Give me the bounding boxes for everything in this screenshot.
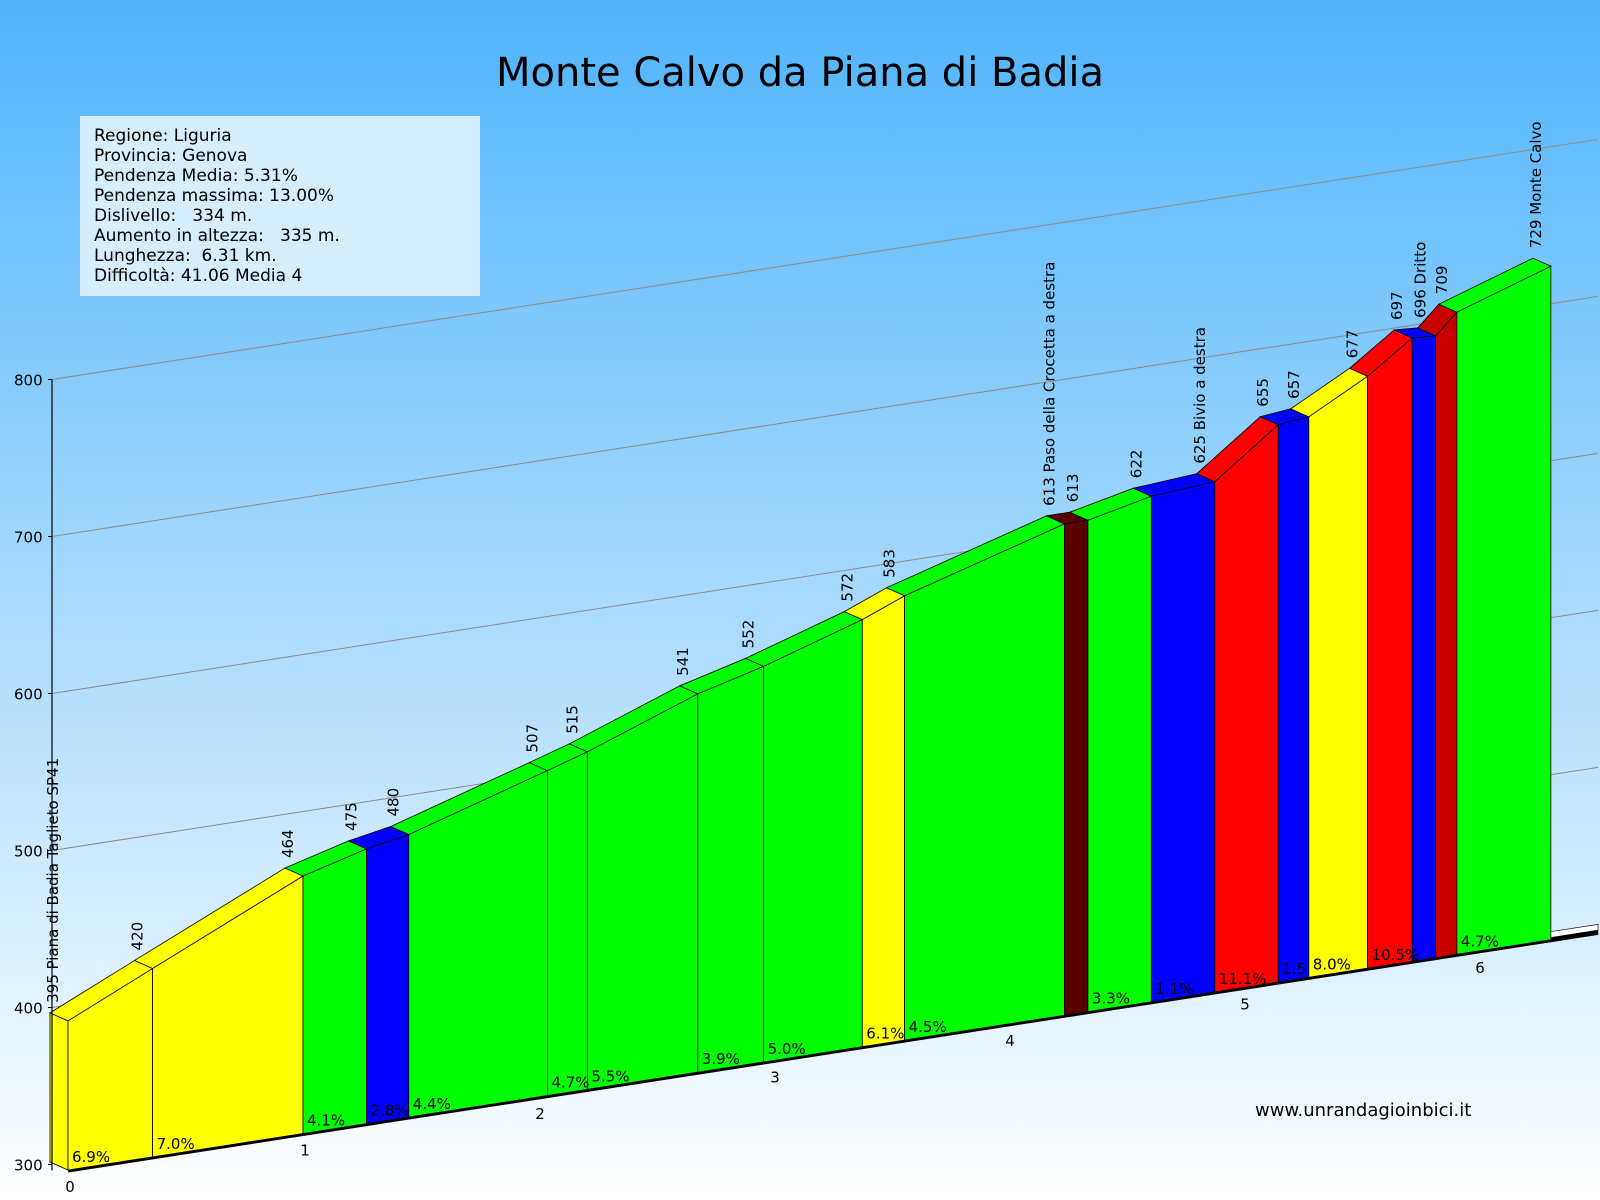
segment-front [1064, 519, 1089, 1016]
grade-label: 6.9% [72, 1148, 110, 1166]
segment-front [302, 848, 367, 1134]
y-tick-label: 500 [14, 842, 43, 860]
elevation-label: 613 [1064, 474, 1082, 503]
y-tick-label: 700 [14, 528, 43, 546]
y-tick-label: 400 [14, 999, 43, 1017]
grade-label: 4.1% [307, 1112, 345, 1130]
elevation-label: 696 Dritto [1412, 242, 1430, 318]
segment-front [586, 693, 699, 1090]
elevation-label: 697 [1388, 291, 1406, 320]
segment-front [1150, 481, 1216, 1003]
segment-front [763, 618, 863, 1063]
y-axis [48, 378, 53, 1171]
x-tick-label: 5 [1240, 996, 1250, 1014]
grade-label: 7.0% [157, 1135, 195, 1153]
segment-front [1087, 495, 1152, 1013]
elevation-label: 552 [740, 620, 758, 649]
info-difficolta: Difficoltà: 41.06 Media 4 [94, 266, 303, 286]
elevation-label: 395 Piana di Badia Taglieto SP41 [44, 758, 62, 1003]
segment-front [1435, 311, 1458, 959]
grade-label: 4.4% [413, 1095, 451, 1113]
info-box: Regione: Liguria Provincia: Genova Pende… [80, 116, 480, 296]
website-credit: www.unrandagioinbici.it [1255, 1100, 1472, 1121]
elevation-label: 507 [523, 724, 541, 753]
grade-label: 8.0% [1313, 955, 1351, 973]
y-tick-label: 300 [14, 1156, 43, 1174]
x-tick-label: 3 [770, 1069, 780, 1087]
grade-label: 5.5% [591, 1067, 629, 1085]
segment-front [547, 751, 588, 1097]
elevation-label: 480 [385, 788, 403, 817]
x-tick-label: 1 [300, 1142, 310, 1160]
elevation-label: 583 [881, 549, 899, 578]
elevation-label: 655 [1254, 378, 1272, 407]
info-lunghezza: Lunghezza: 6.31 km. [94, 246, 277, 266]
x-tick-label: 2 [535, 1105, 545, 1123]
grade-label: 10.5% [1372, 946, 1420, 964]
x-tick-label: 4 [1005, 1032, 1015, 1050]
grade-label: 4.7% [551, 1074, 589, 1092]
info-pendenza-media: Pendenza Media: 5.31% [94, 166, 298, 186]
elevation-label: 709 [1433, 266, 1451, 295]
info-pendenza-massima: Pendenza massima: 13.00% [94, 186, 334, 206]
segment-front [1456, 265, 1552, 955]
elevation-label: 515 [563, 705, 581, 734]
segment-front [366, 833, 410, 1125]
elevation-labels: 395 Piana di Badia Taglieto SP41 420 464 47… [44, 121, 1545, 1002]
grade-label: 3.3% [1092, 990, 1130, 1008]
grade-label: 3.9% [702, 1050, 740, 1068]
grade-label: 11.1% [1219, 970, 1267, 988]
elevation-label: 613 Paso della Crocetta a destra [1040, 262, 1058, 506]
elevation-label: 541 [674, 647, 692, 676]
segment-front [697, 665, 764, 1073]
grade-label: 1.1% [1155, 980, 1193, 998]
segment-front [861, 595, 905, 1048]
y-tick-label: 600 [14, 685, 43, 703]
grade-label: 6.1% [866, 1025, 904, 1043]
grade-label: 1.5 [1282, 960, 1306, 978]
segment-front [904, 523, 1065, 1041]
segment-top [1437, 257, 1552, 313]
segment-front [1277, 416, 1310, 983]
elevation-label: 625 Bivio a destra [1191, 327, 1209, 464]
gridline [51, 138, 1599, 380]
elevation-label: 475 [342, 802, 360, 831]
elevation-label: 657 [1285, 370, 1303, 399]
x-tick-labels: 0 1 2 3 4 5 6 [65, 959, 1485, 1196]
x-tick-label: 0 [65, 1178, 75, 1196]
segment-tops [49, 257, 1552, 1022]
segment-front [1214, 423, 1279, 993]
grade-label: 4.7% [1461, 932, 1499, 950]
grade-label: 4.5% [909, 1018, 947, 1036]
elevation-label: 420 [129, 922, 147, 951]
segment-front [1411, 335, 1437, 962]
gridline [51, 295, 1599, 537]
elevation-label: 677 [1344, 330, 1362, 359]
y-tick-labels: 300 400 500 600 700 800 [14, 371, 43, 1174]
info-provincia: Provincia: Genova [94, 146, 248, 166]
elevation-label: 464 [279, 829, 297, 858]
info-regione: Regione: Liguria [94, 126, 232, 146]
segment-fronts [49, 265, 1552, 1171]
x-tick-label: 6 [1475, 959, 1485, 977]
grade-label: 2.8% [370, 1102, 408, 1120]
elevation-label: 572 [838, 573, 856, 602]
grade-labels: 6.9%7.0%4.1%2.8% 4.4%4.7% 5.5%3.9%5.0%6.1%… [72, 932, 1499, 1166]
chart-title: Monte Calvo da Piana di Badia [495, 50, 1104, 96]
segment-side-face [49, 1012, 69, 1171]
segment-front [1308, 375, 1368, 978]
segment-front [1367, 337, 1413, 969]
grade-label: 5.0% [768, 1040, 806, 1058]
info-aumento: Aumento in altezza: 335 m. [94, 226, 340, 246]
elevation-label: 729 Monte Calvo [1527, 121, 1545, 248]
y-tick-label: 800 [14, 371, 43, 389]
elevation-label: 622 [1127, 450, 1145, 479]
info-dislivello: Dislivello: 334 m. [94, 206, 253, 226]
